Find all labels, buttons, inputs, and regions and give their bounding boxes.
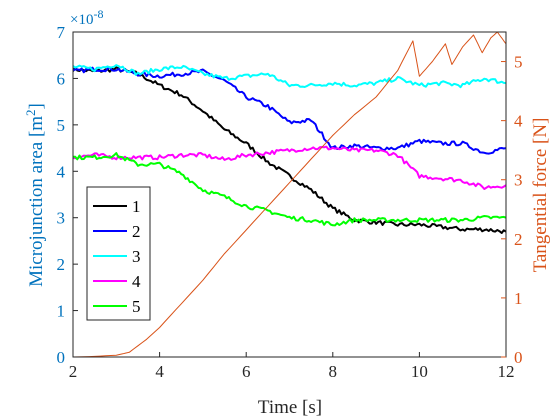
legend-label-3: 3 xyxy=(132,247,141,266)
y-left-tick-label-0: 0 xyxy=(57,348,66,367)
series-line-4 xyxy=(73,145,506,190)
x-axis: 2 4 6 8 10 12 xyxy=(69,352,515,381)
plot-frame xyxy=(72,31,507,358)
series-line-2 xyxy=(73,66,506,155)
y-left-tick-label-4: 4 xyxy=(57,162,66,181)
x-axis-label: Time [s] xyxy=(258,397,322,418)
legend-label-2: 2 xyxy=(132,222,141,241)
y-right-tick-label-2: 2 xyxy=(514,230,523,249)
x-tick-label-2: 6 xyxy=(242,362,251,381)
right-y-axis-label: Tangential force [N] xyxy=(530,118,551,273)
right-y-axis: 0 1 2 3 4 5 xyxy=(501,53,523,367)
legend-label-5: 5 xyxy=(132,297,141,316)
legend-box xyxy=(86,186,151,321)
y-right-tick-label-1: 1 xyxy=(514,289,523,308)
axis-multiplier: ×10-8 xyxy=(70,7,103,28)
left-y-axis-label: Microjunction area [m2] xyxy=(23,103,47,287)
y-right-tick-label-5: 5 xyxy=(514,53,523,72)
y-left-tick-label-3: 3 xyxy=(57,209,66,228)
y-right-tick-label-4: 4 xyxy=(514,112,523,131)
x-tick-label-4: 10 xyxy=(411,362,428,381)
y-left-tick-label-5: 5 xyxy=(57,116,66,135)
x-tick-label-5: 12 xyxy=(498,362,515,381)
series-line-1 xyxy=(73,66,506,234)
y-right-tick-label-3: 3 xyxy=(514,171,523,190)
series-line-3 xyxy=(73,64,506,89)
y-right-tick-label-0: 0 xyxy=(514,348,523,367)
y-left-tick-label-1: 1 xyxy=(57,302,66,321)
y-left-tick-label-6: 6 xyxy=(57,69,66,88)
legend-label-1: 1 xyxy=(132,197,141,216)
x-tick-label-0: 2 xyxy=(69,362,78,381)
y-left-tick-label-2: 2 xyxy=(57,255,66,274)
legend: 1 2 3 4 5 xyxy=(86,186,151,321)
tangential-force-line xyxy=(73,32,506,357)
plot-series xyxy=(73,32,506,357)
series-line-5 xyxy=(73,152,506,227)
legend-label-4: 4 xyxy=(132,272,141,291)
y-left-tick-label-7: 7 xyxy=(57,23,66,42)
x-tick-label-3: 8 xyxy=(329,362,338,381)
left-y-axis: 0 1 2 3 4 5 6 7 xyxy=(57,23,78,367)
x-tick-label-1: 4 xyxy=(155,362,164,381)
